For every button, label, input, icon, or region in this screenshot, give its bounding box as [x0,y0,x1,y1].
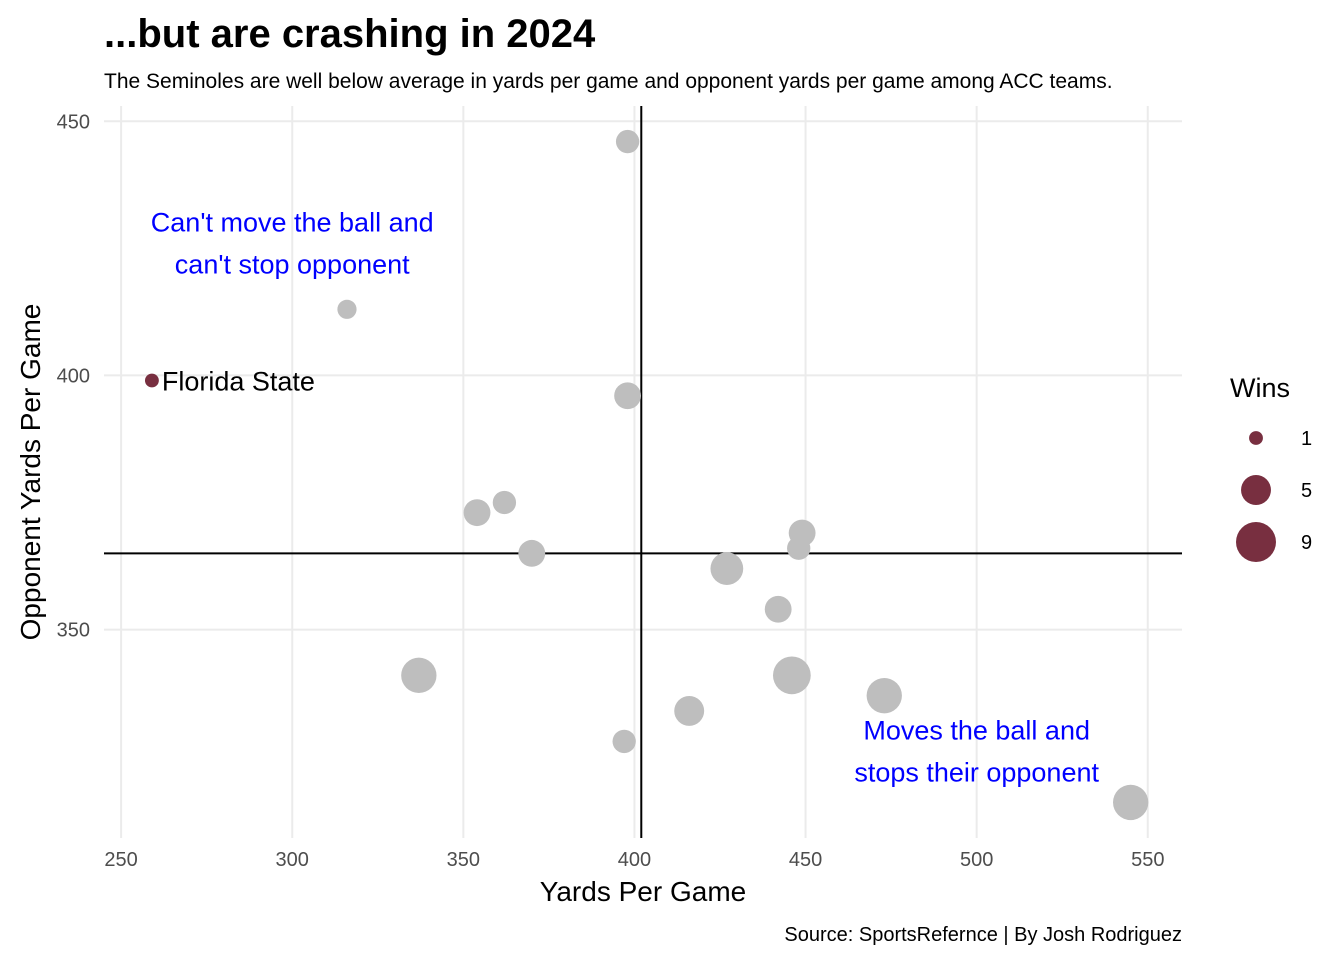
legend-label: 9 [1301,532,1312,554]
reference-lines [104,106,1182,838]
team-point [492,490,517,515]
team-point [866,678,902,714]
legend: Wins 1 5 9 [1230,373,1312,562]
y-tick-label: 400 [57,365,90,387]
team-point [772,656,811,695]
legend-title: Wins [1230,373,1290,403]
team-point [1113,784,1149,821]
team-point [615,129,640,154]
axis-ticks: 250 300 350 400 450 500 550 350 400 450 [57,111,1165,871]
legend-key [1241,475,1271,505]
team-point [401,657,437,693]
quadrant-annotation: Can't move the ball and [151,207,434,237]
x-tick-label: 300 [276,849,309,871]
team-point [614,382,642,410]
team-point [674,695,705,726]
team-point [787,536,811,560]
team-point [710,552,744,585]
quadrant-annotations: Can't move the ball and can't stop oppone… [151,207,1100,787]
grid-lines [104,106,1182,838]
point-labels: Florida State [162,367,315,397]
x-tick-label: 550 [1131,849,1164,871]
quadrant-annotation: can't stop opponent [175,249,410,279]
legend-key [1236,522,1276,562]
x-tick-label: 500 [960,849,993,871]
point-label: Florida State [162,367,315,397]
chart-caption: Source: SportsRefernce | By Josh Rodrigu… [784,924,1182,946]
quadrant-annotation: Moves the ball and [863,716,1090,746]
x-tick-label: 400 [618,849,651,871]
x-tick-label: 250 [104,849,137,871]
highlight-point [144,373,159,388]
quadrant-annotation: stops their opponent [854,758,1099,788]
chart-title: ...but are crashing in 2024 [104,12,596,56]
y-tick-label: 350 [57,620,90,642]
team-point [612,729,636,754]
chart-subtitle: The Seminoles are well below average in … [104,70,1113,93]
x-tick-label: 450 [789,849,822,871]
y-axis-title: Opponent Yards Per Game [15,304,46,641]
legend-key [1249,431,1263,445]
x-tick-label: 350 [447,849,480,871]
y-tick-label: 450 [57,111,90,133]
legend-label: 5 [1301,480,1312,502]
team-point [518,539,546,567]
team-point [337,299,357,319]
data-points [144,129,1149,821]
legend-label: 1 [1301,428,1312,450]
x-axis-title: Yards Per Game [540,876,746,907]
team-point [463,499,491,527]
team-point [764,595,792,623]
